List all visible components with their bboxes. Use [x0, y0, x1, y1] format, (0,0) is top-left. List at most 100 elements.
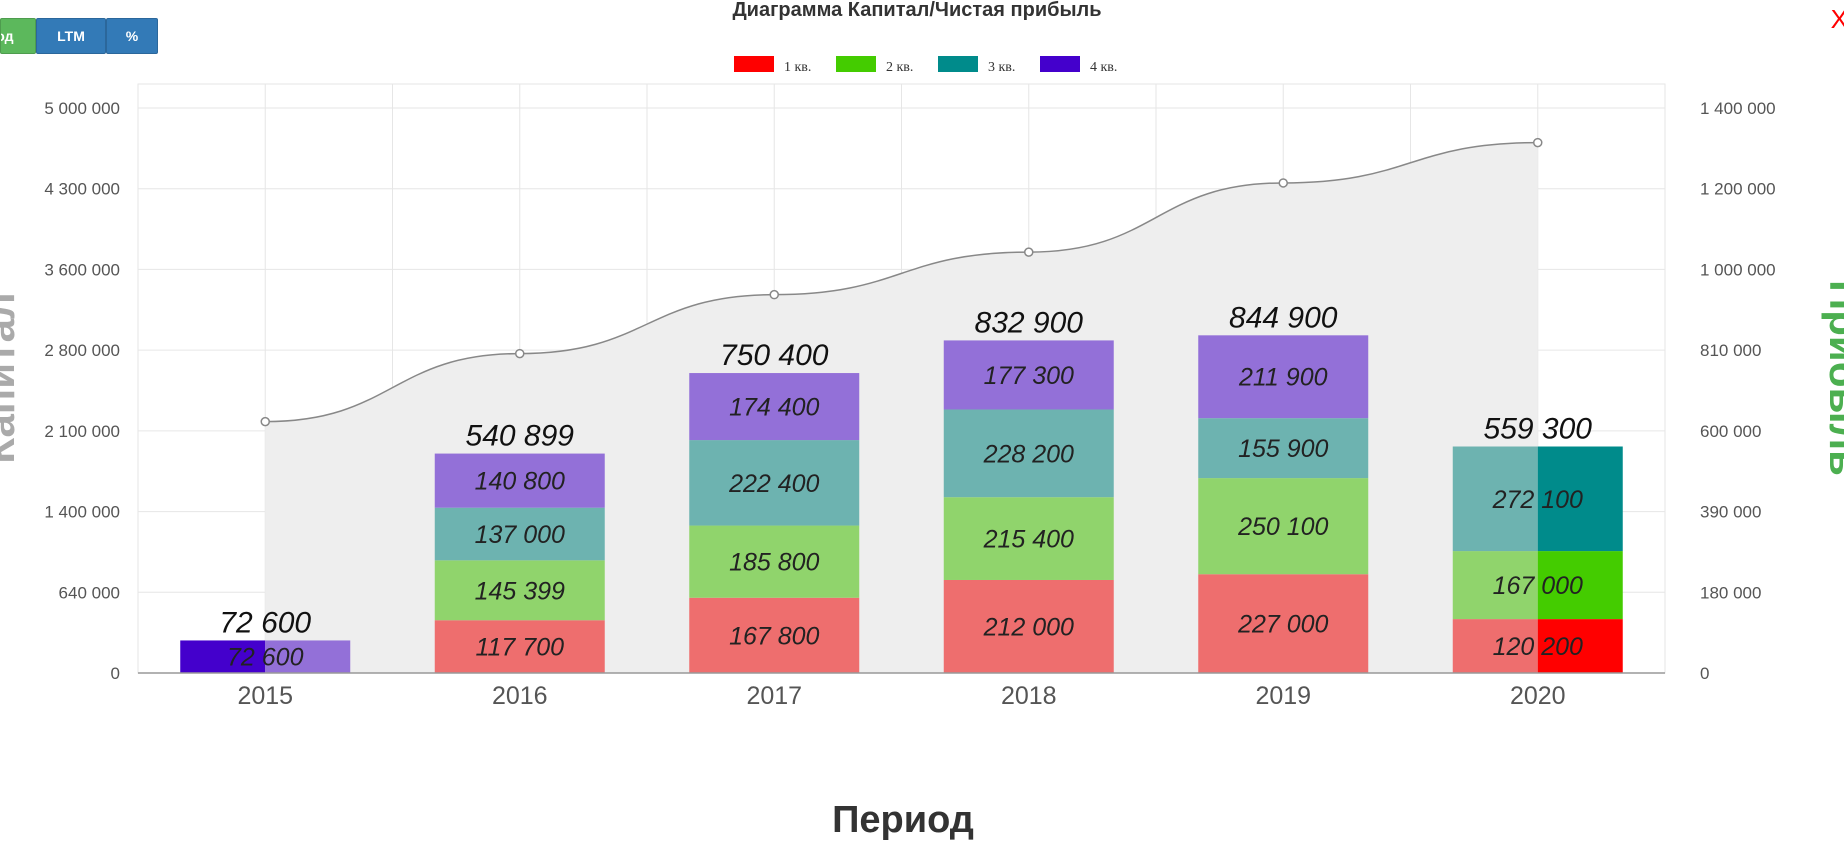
bar-segment-q3[interactable] [689, 440, 860, 526]
left-axis-title: Капитал [0, 292, 23, 463]
left-axis-tick-label: 5 000 000 [44, 99, 120, 118]
bar-segment-q2[interactable] [943, 497, 1114, 580]
bar-total-label: 72 600 [219, 606, 311, 639]
bar-group-2017[interactable]: 167 800 185 800 222 400 174 400 750 400 [689, 339, 860, 673]
bar-segment-label: 272 100 [1492, 486, 1583, 514]
bar-segment-label: 155 900 [1238, 435, 1328, 463]
bar-segment-q1[interactable] [1198, 574, 1369, 673]
bar-segment-label: 137 000 [475, 521, 565, 549]
bar-segment-q4[interactable] [1198, 335, 1369, 419]
capital-point[interactable] [769, 289, 779, 300]
bar-segment-label: 211 900 [1238, 364, 1328, 392]
bar-segment-q1[interactable] [689, 597, 860, 673]
ltm-label: LTM [57, 28, 85, 44]
left-axis-tick-label: 4 300 000 [44, 180, 120, 199]
left-axis-tick-label: 0 [111, 664, 120, 683]
percent-label: % [125, 28, 139, 44]
bar-group-2019[interactable]: 227 000 250 100 155 900 211 900 844 900 [1198, 301, 1369, 673]
bar-group-2015[interactable]: 72 600 72 600 [180, 606, 351, 673]
bar-segment-q4[interactable] [943, 340, 1114, 410]
legend-label: 1 кв. [784, 60, 811, 75]
chart-legend[interactable]: 1 кв. 2 кв. 3 кв. 4 кв. [734, 56, 1117, 75]
bar-segment-q3[interactable] [1452, 446, 1538, 552]
year-period-button[interactable]: Год [0, 18, 36, 54]
left-axis-tick-label: 2 100 000 [44, 422, 120, 441]
capital-point[interactable] [1024, 247, 1034, 257]
left-axis-tick-label: 1 400 000 [44, 503, 120, 522]
close-icon: X [1830, 4, 1844, 34]
bar-segment-q1[interactable] [1452, 619, 1538, 673]
bar-segment-q1[interactable] [943, 579, 1114, 673]
bar-segment-q3[interactable] [434, 507, 605, 561]
legend-label: 4 кв. [1090, 60, 1117, 75]
x-axis-title: Период [832, 799, 974, 841]
capital-point[interactable] [1533, 137, 1543, 148]
bar-segment-q1[interactable] [434, 620, 605, 673]
bar-segment-label: 185 800 [729, 549, 819, 577]
legend-item-q3[interactable]: 3 кв. [938, 56, 1015, 75]
bar-segment-q2[interactable] [1198, 478, 1369, 575]
bar-segment-label: 72 600 [227, 644, 304, 672]
bar-segment-label: 167 000 [1493, 572, 1583, 600]
bar-segment-label: 222 400 [728, 470, 819, 498]
capital-point[interactable] [515, 348, 525, 359]
right-axis-tick-label: 0 [1700, 664, 1709, 683]
right-axis-tick-label: 600 000 [1700, 422, 1761, 441]
bar-segment-q2[interactable] [1452, 551, 1538, 620]
legend-item-q1[interactable]: 1 кв. [734, 56, 811, 75]
bar-segment-q4[interactable] [434, 453, 605, 508]
x-axis-tick-label: 2017 [746, 682, 802, 710]
bar-segment-q4[interactable] [265, 640, 351, 673]
bar-segment-q4[interactable] [180, 640, 266, 673]
bar-segment-label: 227 000 [1237, 611, 1328, 639]
right-axis-tick-label: 1 200 000 [1700, 180, 1776, 199]
x-axis-tick-label: 2020 [1510, 682, 1566, 710]
bar-segment-q2[interactable] [1537, 551, 1623, 620]
period-toolbar: Год LTM % [0, 18, 158, 54]
year-period-label: Год [1, 28, 14, 44]
bar-segment-label: 174 400 [729, 394, 819, 422]
percent-button[interactable]: % [106, 18, 158, 54]
left-axis-tick-label: 2 800 000 [44, 341, 120, 360]
bar-segment-q3[interactable] [943, 409, 1114, 498]
ltm-button[interactable]: LTM [36, 18, 106, 54]
bar-group-2020[interactable]: 120 200 167 000 272 100 559 300 [1452, 413, 1623, 673]
right-axis-title: Прибыль [1821, 280, 1844, 476]
legend-item-q2[interactable]: 2 кв. [836, 56, 913, 75]
bar-segment-q1[interactable] [1537, 619, 1623, 673]
bar-segment-q3[interactable] [1198, 418, 1369, 479]
chart-title: Диаграмма Капитал/Чистая прибыль [732, 0, 1101, 21]
capital-point[interactable] [260, 416, 270, 427]
bar-group-2018[interactable]: 212 000 215 400 228 200 177 300 832 900 [943, 306, 1114, 673]
capital-point[interactable] [1278, 178, 1288, 188]
bar-segment-label: 145 399 [475, 577, 565, 605]
bar-segment-q4[interactable] [689, 373, 860, 441]
x-axis-tick-label: 2016 [492, 682, 548, 710]
bar-segment-q3[interactable] [1537, 446, 1623, 552]
bar-segment-label: 250 100 [1237, 513, 1328, 541]
right-axis-tick-label: 1 400 000 [1700, 99, 1776, 118]
bar-segment-label: 177 300 [984, 362, 1074, 390]
bar-group-2016[interactable]: 117 700 145 399 137 000 140 800 540 899 [434, 420, 605, 673]
bar-total-label: 832 900 [975, 306, 1084, 339]
left-axis-tick-label: 640 000 [59, 583, 120, 602]
bar-total-label: 540 899 [466, 420, 575, 453]
legend-swatch [938, 56, 978, 72]
chart-axes: 0 640 000 1 400 000 2 100 000 2 800 000 3 600… [44, 99, 1775, 710]
close-button[interactable]: X [1831, 6, 1844, 32]
bar-segment-label: 120 200 [1493, 633, 1583, 661]
bar-segment-q2[interactable] [434, 560, 605, 621]
bar-segment-label: 167 800 [729, 622, 819, 650]
capital-line-path [265, 141, 1538, 423]
right-axis-tick-label: 180 000 [1700, 583, 1761, 602]
bar-segment-q2[interactable] [689, 525, 860, 598]
bar-total-label: 844 900 [1229, 301, 1338, 334]
legend-swatch [1040, 56, 1080, 72]
bar-segment-label: 215 400 [983, 526, 1074, 554]
bar-segment-label: 117 700 [475, 634, 564, 662]
capital-line [260, 137, 1543, 427]
left-axis-tick-label: 3 600 000 [44, 260, 120, 279]
legend-item-q4[interactable]: 4 кв. [1040, 56, 1117, 75]
legend-swatch [836, 56, 876, 72]
legend-swatch [734, 56, 774, 72]
